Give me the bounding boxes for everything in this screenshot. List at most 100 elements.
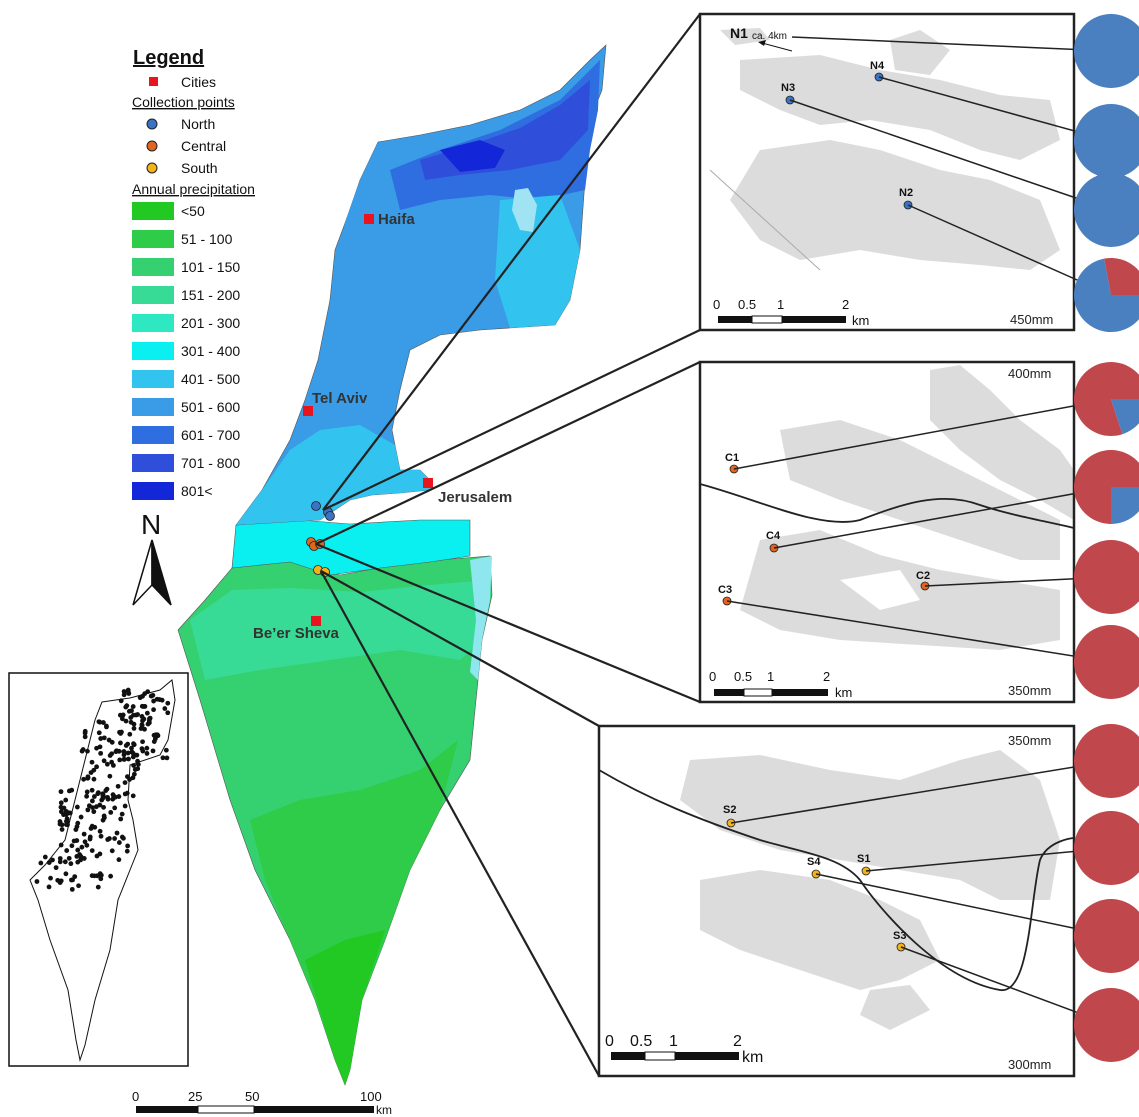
inset-dot: [89, 873, 95, 879]
north-point-label-N1: N1: [730, 25, 748, 41]
legend-precip-label: 151 - 200: [181, 287, 240, 303]
inset-dot: [127, 731, 133, 737]
north-scale-tick-2: 1: [777, 297, 784, 312]
inset-dot: [130, 750, 136, 756]
north-point-label-N4: N4: [870, 60, 885, 72]
inset-dot: [139, 722, 145, 728]
inset-dot: [61, 805, 67, 811]
inset-overview-map: [8, 672, 189, 1067]
pie-slice-blue: [1074, 258, 1139, 332]
inset-dot: [127, 777, 132, 782]
inset-dot: [63, 871, 69, 877]
inset-dot: [130, 712, 136, 718]
inset-dot: [98, 833, 104, 839]
map-zone-south-lowest: [305, 930, 385, 1085]
legend-precip-swatch: [132, 314, 174, 332]
inset-dot: [96, 730, 102, 736]
inset-dot: [130, 704, 136, 709]
inset-dot: [87, 836, 93, 842]
inset-dot: [98, 750, 104, 756]
israel-precipitation-map: [177, 44, 607, 1086]
south-scale-unit: km: [742, 1049, 763, 1066]
city-marker-beer-sheva: [311, 616, 321, 626]
inset-dot: [124, 703, 130, 709]
inset-dot: [97, 719, 103, 725]
inset-dot: [162, 706, 168, 711]
inset-dot: [100, 795, 106, 801]
city-label-haifa: Haifa: [378, 211, 415, 228]
inset-dot: [125, 843, 131, 849]
panel-south: 350mm 300mm 0 0.5 1 2 km S2 S1 S4 S3: [597, 724, 1112, 1078]
west-coast-strip: [335, 142, 382, 330]
main-point-north-c: [325, 511, 335, 521]
inset-dot: [151, 698, 156, 704]
pie-C4: [1074, 450, 1139, 524]
inset-dot: [69, 886, 75, 892]
legend-title: Legend: [133, 47, 204, 69]
inset-dot: [75, 847, 81, 853]
panel-north: 450mm 0 0.5 1 2 km N1 ca. 4km N4 N3 N2: [698, 12, 1112, 332]
pie-slice-blue: [1074, 104, 1139, 178]
inset-dot: [118, 816, 124, 822]
leader-south-bottom: [320, 570, 600, 1077]
pie-slice-blue: [1111, 399, 1139, 435]
pie-slice-red: [1074, 811, 1139, 885]
legend-precip-label: 601 - 700: [181, 427, 240, 443]
inset-dot: [100, 792, 106, 797]
inset-dot: [57, 880, 63, 885]
inset-dot: [131, 725, 137, 731]
inset-dot: [109, 759, 115, 765]
inset-dot: [126, 756, 131, 762]
inset-dot: [104, 724, 109, 730]
inset-dot: [114, 748, 120, 754]
inset-dot: [86, 803, 92, 809]
legend-cities-label: Cities: [181, 74, 216, 90]
inset-dot: [116, 840, 122, 845]
inset-dot: [153, 732, 159, 738]
inset-dot: [141, 704, 146, 709]
inset-dot: [114, 830, 120, 836]
pie-slice-blue: [1074, 14, 1139, 88]
main-scale-tick-2: 50: [245, 1089, 259, 1104]
legend-precip-swatch: [132, 426, 174, 444]
city-marker-jerusalem: [423, 478, 433, 488]
inset-dot: [85, 774, 91, 780]
pie-C3: [1074, 625, 1139, 699]
pie-slice-red: [1074, 625, 1139, 699]
inset-dot: [65, 810, 71, 816]
leader-north-top: [322, 13, 701, 511]
inset-dot: [121, 749, 127, 755]
inset-dot: [109, 739, 115, 745]
legend-collection-items: North Central South: [146, 116, 226, 176]
inset-dot: [129, 745, 134, 751]
inset-dot: [135, 758, 140, 764]
legend-cities-swatch: [149, 77, 158, 86]
inset-dot: [137, 695, 143, 701]
inset-dot: [98, 876, 104, 882]
inset-dot: [125, 750, 131, 756]
pie-N1: [1074, 14, 1139, 88]
main-scale-unit: km: [376, 1103, 392, 1117]
legend-collection-title: Collection points: [132, 94, 235, 110]
inset-dot: [103, 788, 109, 793]
inset-dot: [73, 827, 79, 832]
legend-precip-label: 501 - 600: [181, 399, 240, 415]
inset-dot: [46, 884, 52, 890]
inset-dot: [77, 852, 83, 857]
inset-dot: [70, 877, 75, 883]
inset-dot: [126, 708, 132, 714]
inset-dot: [101, 815, 107, 821]
city-label-jerusalem: Jerusalem: [438, 489, 512, 506]
central-panel-precip-0: 400mm: [1008, 366, 1051, 381]
legend-precip-swatch: [132, 370, 174, 388]
city-marker-haifa: [364, 214, 374, 224]
inset-dot: [75, 859, 81, 865]
legend-precip-label: 101 - 150: [181, 259, 240, 275]
inset-dot: [121, 835, 126, 841]
main-scale-tick-1: 25: [188, 1089, 202, 1104]
central-point-label-C3: C3: [718, 584, 732, 596]
pie-N3: [1074, 173, 1139, 247]
legend-precip-swatch: [132, 342, 174, 360]
north-arrow-icon: [132, 539, 172, 606]
inset-dot: [122, 791, 128, 797]
